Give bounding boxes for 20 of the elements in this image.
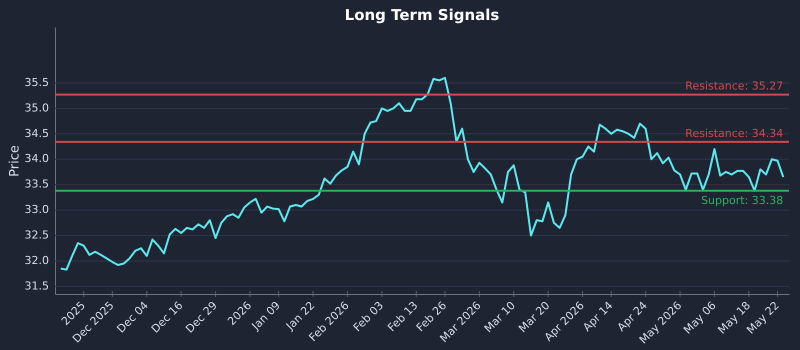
ref-line-label: Support: 33.38 xyxy=(701,194,784,207)
y-tick-label: 32.0 xyxy=(24,254,49,267)
x-tick-label: Dec 04 xyxy=(114,298,151,336)
ref-line-label: Resistance: 34.34 xyxy=(685,126,784,140)
line-series xyxy=(60,76,784,271)
y-tick-label: 31.5 xyxy=(24,279,49,292)
x-tick-label: Dec 29 xyxy=(183,298,220,336)
y-tick-label: 33.5 xyxy=(24,178,49,191)
y-tick-label: 33.0 xyxy=(24,203,49,216)
ref-line-label: Resistance: 35.27 xyxy=(685,80,784,93)
chart-title: Long Term Signals xyxy=(344,6,500,24)
y-tick-label: 32.5 xyxy=(24,228,49,242)
y-tick-label: 35.5 xyxy=(24,76,49,89)
x-tick-label: Feb 03 xyxy=(350,298,386,334)
y-tick-label: 34.5 xyxy=(24,126,49,140)
y-axis-title: Price xyxy=(8,145,22,177)
x-tick-label: Dec 16 xyxy=(148,298,186,336)
y-tick-label: 35.0 xyxy=(24,101,49,114)
y-tick-label: 34.0 xyxy=(24,152,49,166)
x-tick-label: Mar 10 xyxy=(482,298,518,336)
